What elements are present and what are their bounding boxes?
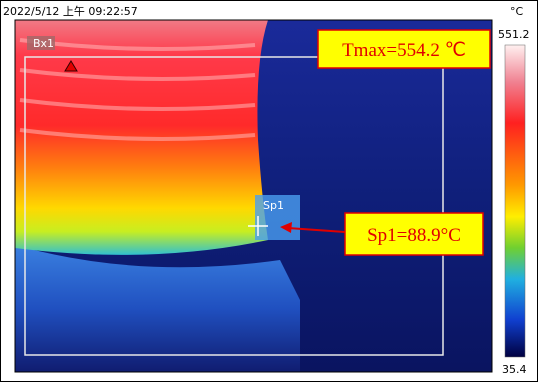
spot-label: Sp1 bbox=[263, 199, 284, 212]
thermal-screenshot: Bx1 Sp1 Tmax=554.2 ℃ Sp1=88.9°C 2022/5/1… bbox=[0, 0, 538, 382]
scale-min: 35.4 bbox=[502, 363, 527, 376]
spot-text: Sp1=88.9°C bbox=[367, 225, 461, 246]
unit: °C bbox=[510, 5, 524, 18]
timestamp: 2022/5/12 上午 09:22:57 bbox=[3, 5, 138, 18]
scale-max: 551.2 bbox=[498, 28, 530, 41]
box-label: Bx1 bbox=[33, 37, 54, 50]
color-scale bbox=[505, 45, 525, 357]
tmax-text: Tmax=554.2 ℃ bbox=[342, 40, 466, 61]
